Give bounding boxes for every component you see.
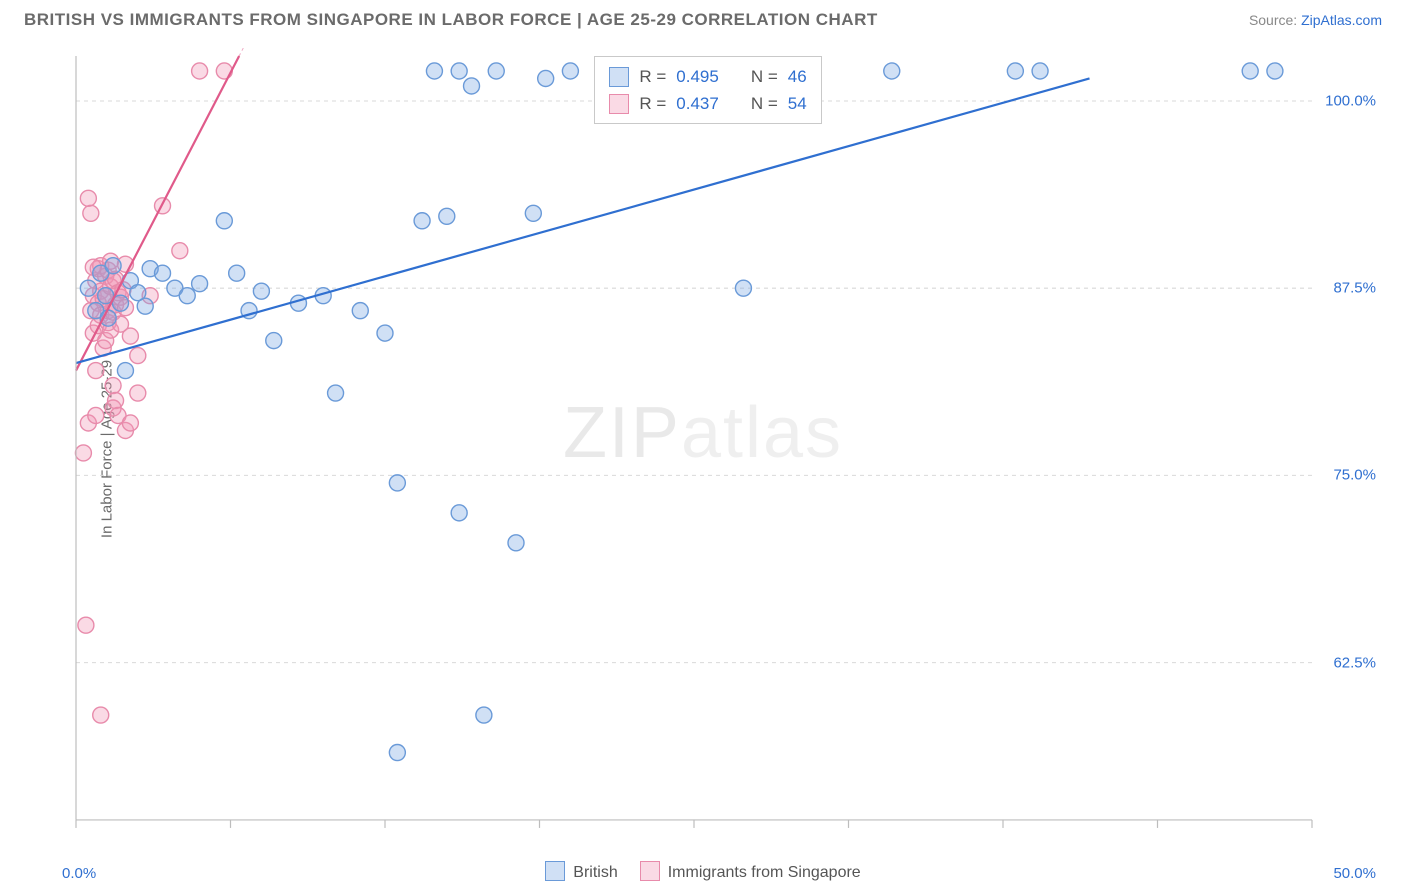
- legend-n-value: 54: [788, 90, 807, 117]
- legend-r-label: R =: [639, 63, 666, 90]
- legend-r-label: R =: [639, 90, 666, 117]
- y-tick-label: 62.5%: [1331, 654, 1378, 671]
- y-tick-label: 100.0%: [1323, 92, 1378, 109]
- legend-row: R = 0.437 N = 54: [609, 90, 806, 117]
- source-link[interactable]: ZipAtlas.com: [1301, 12, 1382, 28]
- legend-row: R = 0.495 N = 46: [609, 63, 806, 90]
- legend-r-value: 0.495: [676, 63, 719, 90]
- legend-r-value: 0.437: [676, 90, 719, 117]
- legend-swatch: [609, 67, 629, 87]
- legend-swatch: [609, 94, 629, 114]
- legend-n-label: N =: [751, 90, 778, 117]
- legend-item: British: [545, 861, 617, 882]
- scatter-plot: [66, 48, 1382, 850]
- chart-title: BRITISH VS IMMIGRANTS FROM SINGAPORE IN …: [24, 10, 878, 30]
- legend-swatch: [545, 861, 565, 881]
- legend-item: Immigrants from Singapore: [640, 861, 861, 882]
- y-tick-label: 87.5%: [1331, 280, 1378, 297]
- correlation-legend: R = 0.495 N = 46 R = 0.437 N = 54: [594, 56, 821, 124]
- series-legend: British Immigrants from Singapore: [0, 861, 1406, 882]
- legend-n-label: N =: [751, 63, 778, 90]
- legend-swatch: [640, 861, 660, 881]
- legend-n-value: 46: [788, 63, 807, 90]
- source-prefix: Source:: [1249, 12, 1301, 28]
- chart-area: In Labor Force | Age 25-29 ZIPatlas R =0…: [24, 48, 1382, 850]
- y-tick-label: 75.0%: [1331, 467, 1378, 484]
- source-label: Source: ZipAtlas.com: [1249, 12, 1382, 28]
